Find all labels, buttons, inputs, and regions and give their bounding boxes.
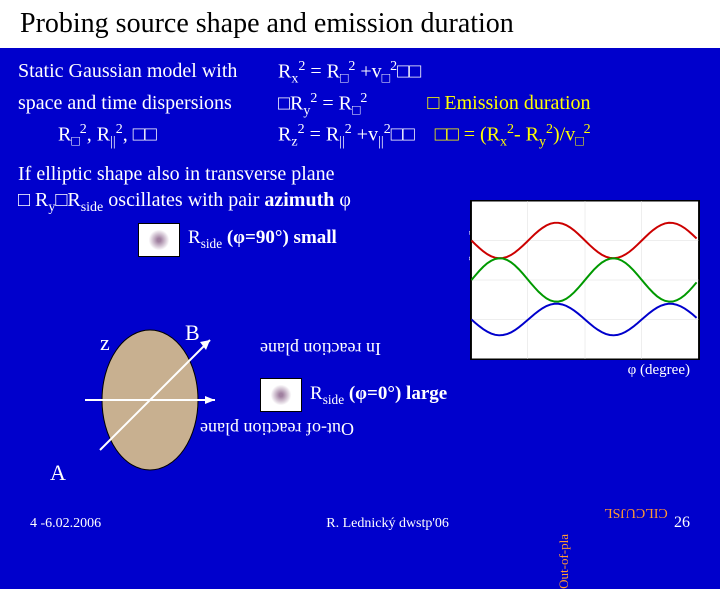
plot-xlabel: φ (degree) [628, 362, 690, 379]
rside-large-row: Rside (φ=0°) large [260, 378, 447, 412]
in-plane-label: In reaction plane [260, 338, 381, 359]
line3-yellow: □□ = (Rx2- Ry2)/v□2 [435, 121, 591, 153]
out-of-pla-label: Out-of-pla [556, 534, 572, 589]
line2-formula: □Ry2 = R□2 [278, 90, 367, 122]
footer-author: R. Lednický dwstp'06 [326, 516, 449, 532]
line2-left: space and time dispersions [18, 90, 278, 122]
z-label: z [100, 330, 110, 356]
footer: 4 -6.02.2006 R. Lednický dwstp'06 26 [0, 514, 720, 532]
formula-block: Static Gaussian model with Rx2 = R□2 +v□… [0, 48, 720, 153]
line3-formula: Rz2 = R||2 +v||2□□ [278, 121, 415, 153]
footer-date: 4 -6.02.2006 [30, 516, 101, 532]
thumb-icon [138, 223, 180, 257]
out-plane-label: Out-of reaction plane [200, 418, 354, 439]
oscillation-plot [470, 200, 700, 360]
line1-formula: Rx2 = R□2 +v□2□□ [278, 58, 421, 90]
line3-left: R□2, R||2, □□ [18, 121, 278, 153]
a-label: A [50, 460, 66, 486]
page-number: 26 [674, 514, 690, 532]
b-label: B [185, 320, 200, 346]
emission-duration-label: □ Emission duration [427, 90, 590, 122]
slide-title: Probing source shape and emission durati… [0, 0, 720, 48]
elliptic-text: If elliptic shape also in transverse pla… [18, 161, 428, 217]
ellipse-diagram: z B A [20, 320, 270, 490]
line1-left: Static Gaussian model with [18, 58, 278, 90]
thumb-icon [260, 378, 302, 412]
